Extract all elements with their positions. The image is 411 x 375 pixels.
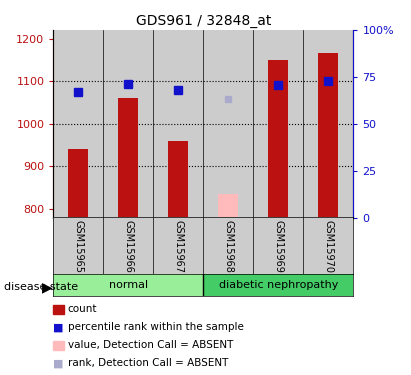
Bar [203, 274, 353, 296]
Bar [219, 194, 238, 217]
Text: ■: ■ [53, 358, 64, 368]
Text: GSM15966: GSM15966 [123, 220, 134, 273]
Text: disease state: disease state [4, 282, 78, 292]
Text: ▶: ▶ [42, 280, 53, 294]
Title: GDS961 / 32848_at: GDS961 / 32848_at [136, 13, 271, 28]
Text: GSM15968: GSM15968 [224, 220, 233, 273]
Text: ■: ■ [53, 322, 64, 332]
Text: diabetic nephropathy: diabetic nephropathy [219, 280, 338, 290]
Bar [254, 30, 303, 217]
Text: GSM15969: GSM15969 [273, 220, 284, 273]
Text: percentile rank within the sample: percentile rank within the sample [68, 322, 244, 332]
Bar [268, 60, 289, 217]
Text: value, Detection Call = ABSENT: value, Detection Call = ABSENT [68, 340, 233, 350]
Bar [118, 98, 139, 218]
Bar [53, 30, 104, 217]
Bar [104, 30, 153, 217]
Text: normal: normal [109, 280, 148, 290]
Text: GSM15970: GSM15970 [323, 220, 333, 273]
Bar [319, 54, 338, 217]
Text: rank, Detection Call = ABSENT: rank, Detection Call = ABSENT [68, 358, 228, 368]
Bar [169, 141, 188, 218]
Text: GSM15965: GSM15965 [74, 220, 83, 273]
Text: count: count [68, 304, 97, 314]
Bar [68, 149, 88, 217]
Bar [53, 274, 203, 296]
Bar [153, 30, 203, 217]
Bar [303, 30, 353, 217]
Text: GSM15967: GSM15967 [173, 220, 183, 273]
Bar [203, 30, 254, 217]
